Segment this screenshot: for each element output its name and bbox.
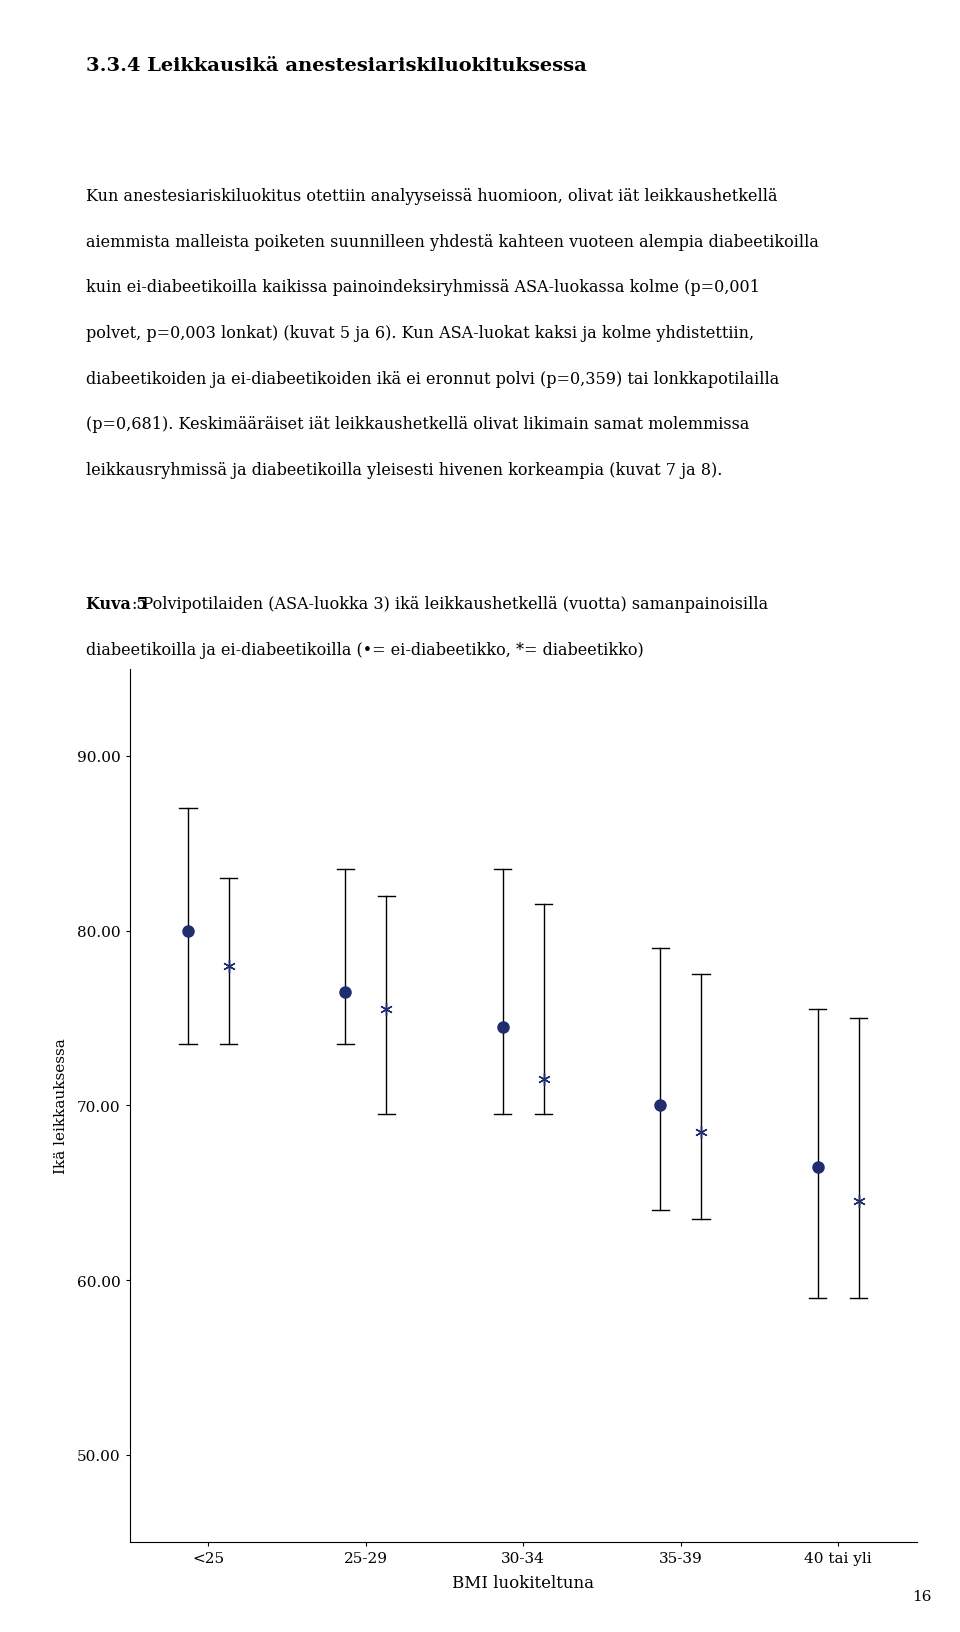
Text: Kuva 5: Kuva 5 [86, 596, 148, 612]
Text: leikkausryhmissä ja diabeetikoilla yleisesti hivenen korkeampia (kuvat 7 ja 8).: leikkausryhmissä ja diabeetikoilla yleis… [86, 462, 723, 478]
Text: diabeetikoiden ja ei-diabeetikoiden ikä ei eronnut polvi (p=0,359) tai lonkkapot: diabeetikoiden ja ei-diabeetikoiden ikä … [86, 370, 780, 387]
Text: aiemmista malleista poiketen suunnilleen yhdestä kahteen vuoteen alempia diabeet: aiemmista malleista poiketen suunnilleen… [86, 233, 819, 250]
X-axis label: BMI luokiteltuna: BMI luokiteltuna [452, 1573, 594, 1591]
Text: : Polvipotilaiden (ASA-luokka 3) ikä leikkaushetkellä (vuotta) samanpainoisilla: : Polvipotilaiden (ASA-luokka 3) ikä lei… [132, 596, 769, 612]
Text: 16: 16 [912, 1588, 931, 1603]
Text: 3.3.4 Leikkausikä anestesiariskiluokituksessa: 3.3.4 Leikkausikä anestesiariskiluokituk… [86, 57, 588, 75]
Text: diabeetikoilla ja ei-diabeetikoilla (•= ei-diabeetikko, *= diabeetikko): diabeetikoilla ja ei-diabeetikoilla (•= … [86, 641, 644, 658]
Text: kuin ei-diabeetikoilla kaikissa painoindeksiryhmissä ASA-luokassa kolme (p=0,001: kuin ei-diabeetikoilla kaikissa painoind… [86, 279, 760, 295]
Y-axis label: Ikä leikkauksessa: Ikä leikkauksessa [55, 1038, 68, 1173]
Text: Kun anestesiariskiluokitus otettiin analyyseissä huomioon, olivat iät leikkaushe: Kun anestesiariskiluokitus otettiin anal… [86, 188, 778, 204]
Text: polvet, p=0,003 lonkat) (kuvat 5 ja 6). Kun ASA-luokat kaksi ja kolme yhdistetti: polvet, p=0,003 lonkat) (kuvat 5 ja 6). … [86, 325, 755, 341]
Text: (p=0,681). Keskimääräiset iät leikkaushetkellä olivat likimain samat molemmissa: (p=0,681). Keskimääräiset iät leikkaushe… [86, 416, 750, 432]
